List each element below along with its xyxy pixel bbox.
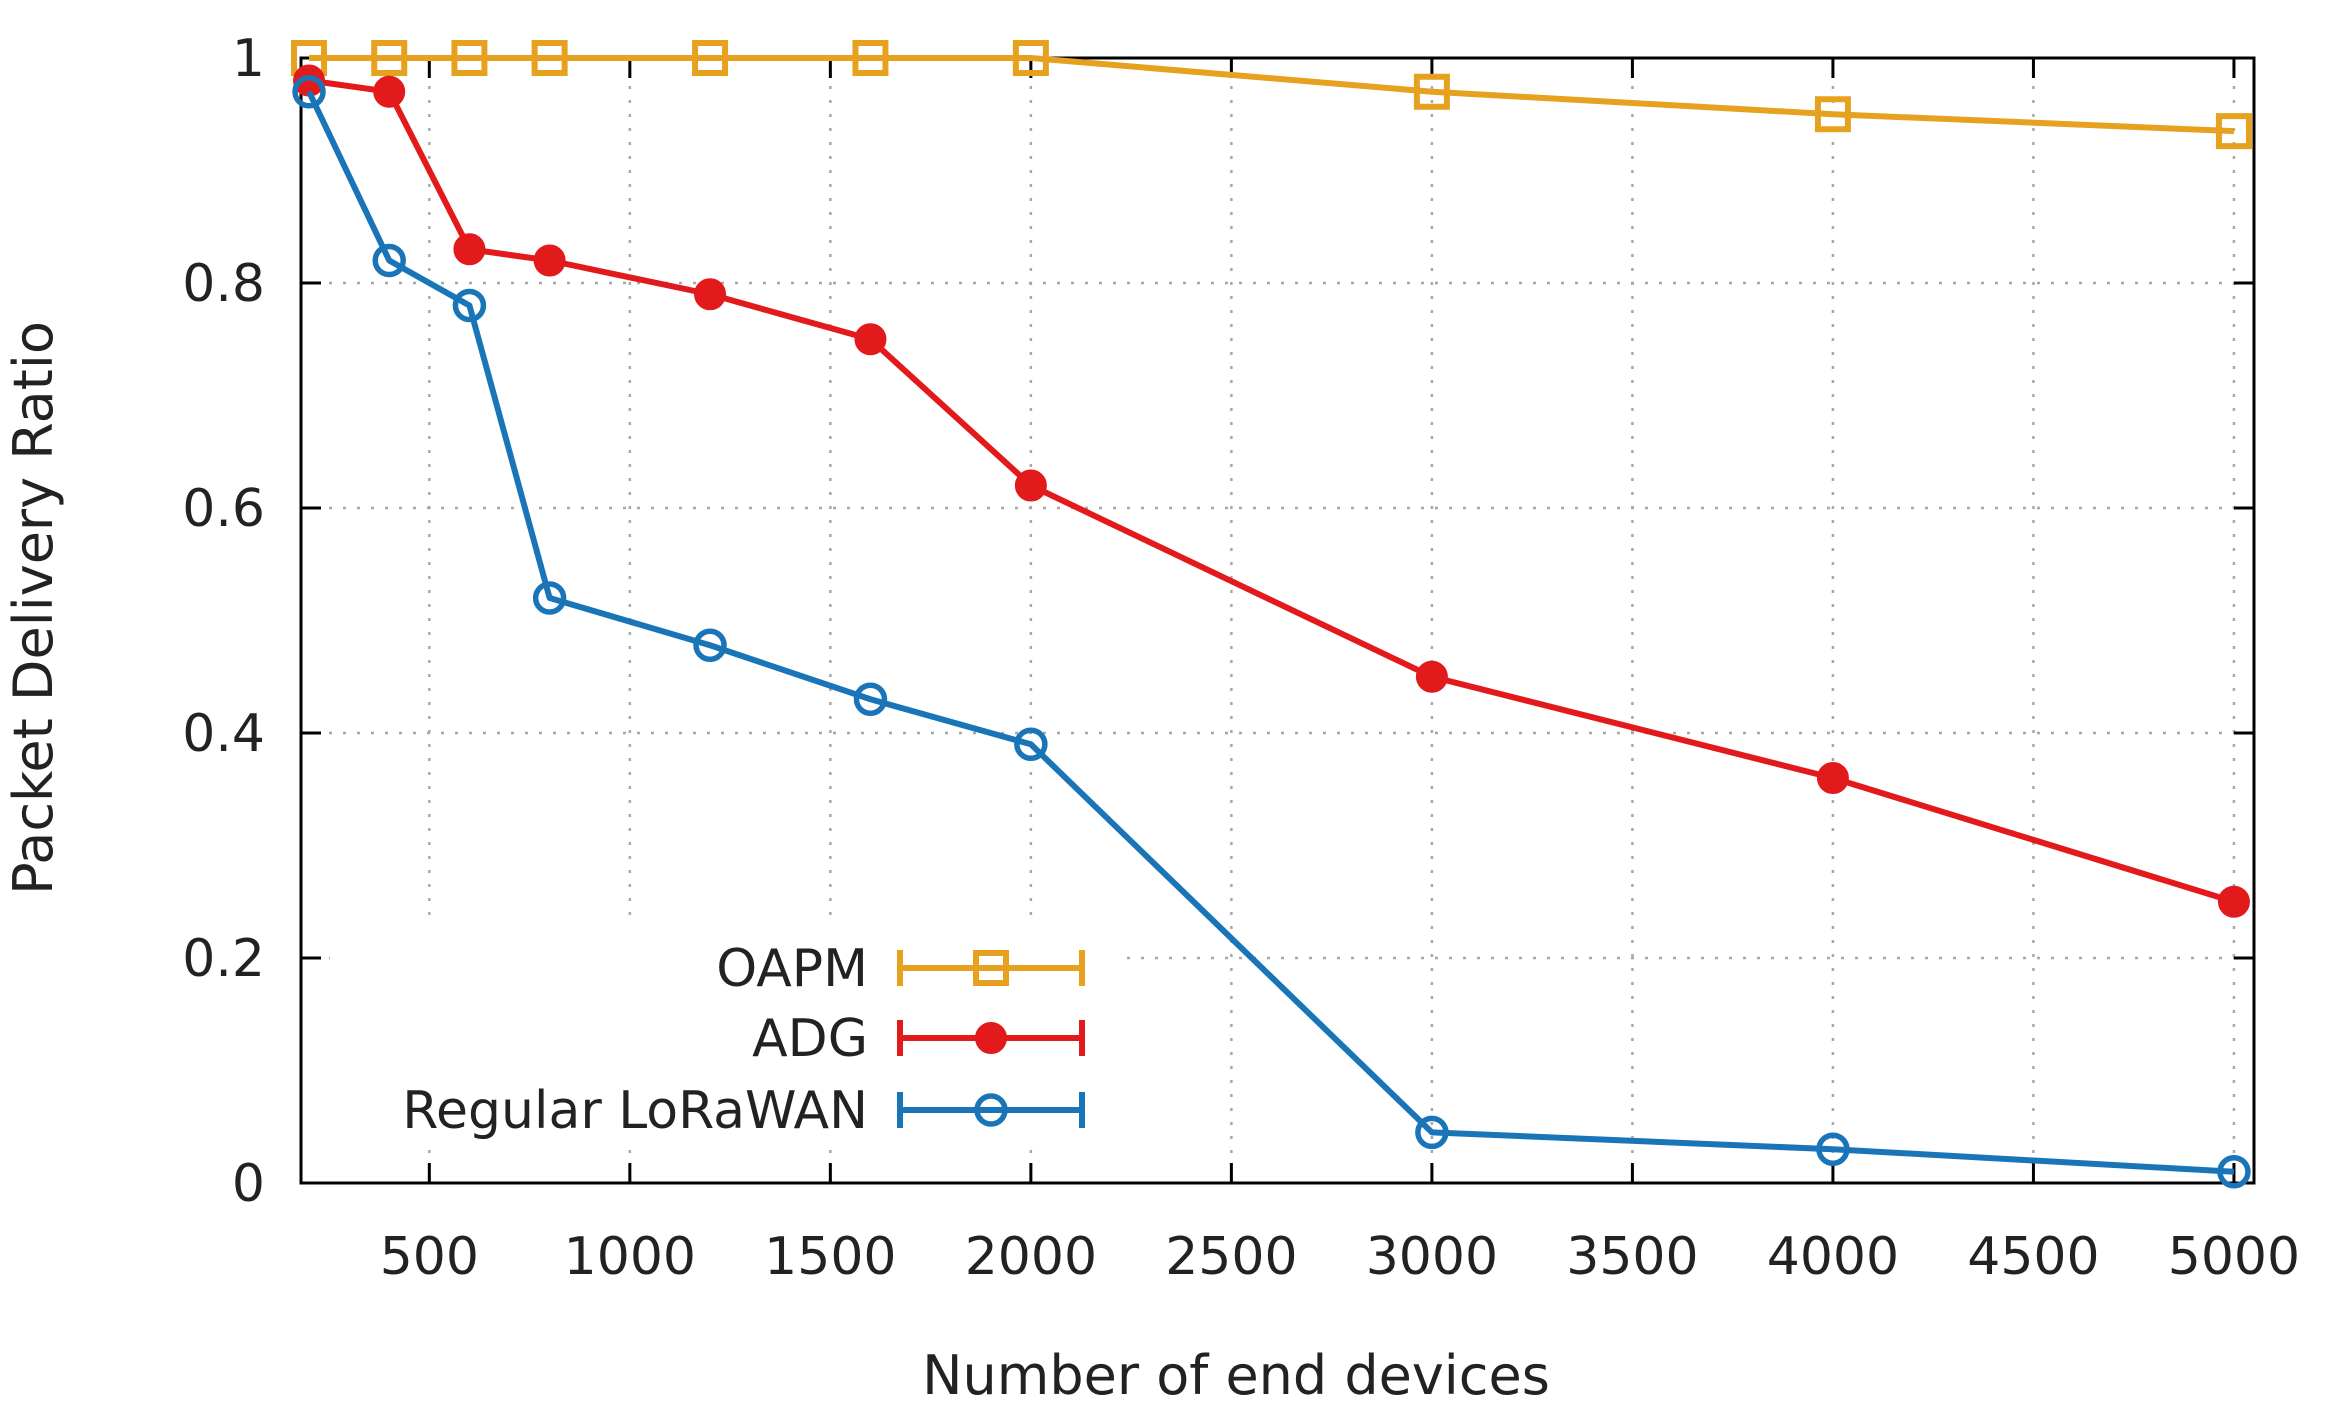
series-layer [291,40,2252,1189]
legend-marker-regular-lorawan [974,1093,1008,1127]
legend: OAPM ADG Regular LoRaWAN [330,925,1120,1150]
x-tick-label: 1000 [564,1227,696,1287]
x-tick-label: 2000 [965,1227,1097,1287]
plot-frame [299,56,2256,1185]
data-point-adg [533,244,566,277]
data-point-adg [1415,660,1448,693]
data-point-oapm [1012,40,1049,76]
legend-marker-oapm [973,950,1009,986]
x-tick-label: 1500 [764,1227,896,1287]
series-line-adg [308,77,2235,905]
data-point-regular-lorawan [853,682,888,716]
tick-labels: 500 1000 1500 2000 2500 3000 3500 4000 4500 5000 0… [182,29,2300,1287]
data-point-adg [1014,469,1047,502]
x-tick-label: 2500 [1165,1227,1297,1287]
y-axis-label: Packet Delivery Ratio [2,321,65,895]
legend-label-regular-lorawan: Regular LoRaWAN [402,1081,868,1141]
series-line-regular-lorawan [306,90,2235,1175]
y-tick-label: 0.4 [182,704,265,764]
legend-label-adg: ADG [752,1009,868,1069]
x-tick-label: 5000 [2168,1227,2300,1287]
data-point-oapm [451,40,488,76]
data-point-regular-lorawan [693,628,727,662]
plot-border [299,56,2256,1185]
data-point-regular-lorawan [452,288,487,323]
x-tick-label: 4500 [1967,1227,2099,1287]
data-point-regular-lorawan [1816,1132,1850,1166]
data-point-regular-lorawan [532,581,567,615]
data-point-adg [453,233,486,266]
data-point-oapm [371,40,408,76]
data-point-oapm [531,40,568,76]
data-point-oapm [692,40,729,76]
data-point-regular-lorawan [292,75,326,109]
data-point-adg [1816,762,1849,794]
data-point-adg [694,278,727,311]
x-tick-label: 4000 [1767,1227,1899,1287]
y-tick-label: 0 [232,1154,265,1214]
data-point-adg [854,323,887,356]
data-point-regular-lorawan [372,243,406,278]
legend-label-oapm: OAPM [716,939,868,999]
y-tick-label: 0.6 [182,479,265,539]
data-point-oapm [1814,96,1851,133]
data-point-oapm [2215,113,2252,150]
data-point-oapm [1413,73,1450,110]
data-point-oapm [852,40,889,76]
y-tick-label: 1 [232,29,265,89]
x-tick-label: 3000 [1366,1227,1498,1287]
data-point-regular-lorawan [1415,1115,1449,1150]
x-axis-label: Number of end devices [922,1344,1550,1407]
x-tick-label: 500 [380,1227,479,1287]
data-point-regular-lorawan [2217,1155,2251,1189]
series-adg [293,64,2250,918]
series-regular-lorawan [292,75,2251,1189]
legend-marker-adg [975,1022,1007,1054]
y-tick-label: 0.2 [182,929,265,989]
data-point-regular-lorawan [1014,727,1048,761]
data-point-adg [373,75,406,108]
y-tick-label: 0.8 [182,254,265,314]
x-tick-label: 3500 [1566,1227,1698,1287]
data-point-adg [2217,885,2250,918]
series-line-oapm [309,55,2235,135]
